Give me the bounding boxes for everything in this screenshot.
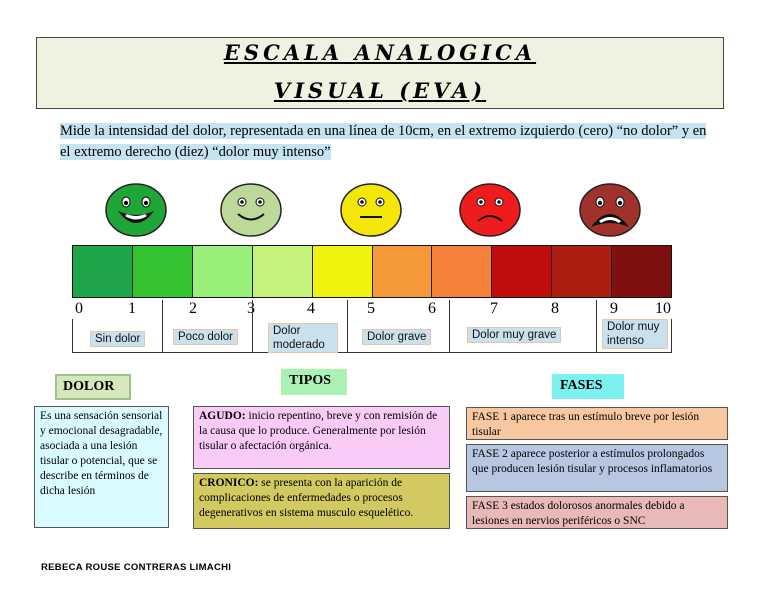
scale-number-7: 7	[490, 300, 498, 317]
label-dolor-muy-intenso: Dolor muy intenso	[602, 319, 668, 349]
label-row	[72, 319, 672, 353]
title-box: ESCALA ANALOGICA VISUAL (EVA)	[36, 37, 724, 109]
scale-number-0: 0	[75, 300, 83, 317]
agudo-text: inicio repentino, breve y con remisión d…	[199, 410, 438, 452]
label-poco-dolor: Poco dolor	[173, 329, 238, 345]
agudo-box: AGUDO: inicio repentino, breve y con rem…	[193, 406, 450, 469]
scale-number-6: 6	[428, 300, 436, 317]
scale-segment-9	[552, 246, 613, 297]
label-sin-dolor: Sin dolor	[90, 331, 146, 347]
title-line-2: VISUAL (EVA)	[273, 78, 487, 103]
scale-number-2: 2	[189, 300, 197, 317]
tipos-heading: TIPOS	[281, 369, 347, 395]
label-dolor-moderado-line-2: moderado	[273, 339, 325, 351]
divider	[449, 300, 450, 353]
sad-face-icon	[459, 183, 521, 237]
description-text: Mide la intensidad del dolor, representa…	[60, 123, 707, 160]
cronico-heading: CRONICO:	[199, 477, 259, 489]
fases-heading: FASES	[552, 374, 624, 399]
scale-number-10: 10	[655, 300, 671, 317]
divider	[347, 300, 348, 353]
cronico-text: se presenta con la aparición de complica…	[199, 477, 414, 519]
label-dolor-grave: Dolor grave	[362, 329, 432, 345]
scale-number-8: 8	[551, 300, 559, 317]
scale-segment-2	[132, 246, 193, 297]
fase-2-box: FASE 2 aparece posterior a estímulos pro…	[466, 444, 728, 492]
scale-number-3: 3	[247, 300, 255, 317]
pain-scale-bar	[72, 245, 672, 298]
divider	[596, 300, 597, 353]
scale-segment-10	[612, 246, 672, 297]
dolor-definition: Es una sensación sensorial y emocional d…	[34, 406, 169, 528]
scale-segment-1	[73, 246, 133, 297]
scale-number-1: 1	[128, 300, 136, 317]
scale-segment-6	[372, 246, 433, 297]
scale-segment-8	[492, 246, 553, 297]
label-dolor-muy-intenso-line-1: Dolor muy	[607, 321, 660, 333]
author-name: REBECA ROUSE CONTRERAS LIMACHI	[41, 562, 232, 573]
happy-face-icon	[105, 183, 167, 237]
scale-number-4: 4	[307, 300, 315, 317]
crying-face-icon	[579, 183, 641, 237]
description: Mide la intensidad del dolor, representa…	[60, 121, 710, 163]
scale-segment-7	[432, 246, 493, 297]
label-dolor-muy-intenso-line-2: intenso	[607, 335, 645, 347]
label-dolor-muy-grave: Dolor muy grave	[467, 327, 562, 343]
scale-segment-4	[252, 246, 313, 297]
smiling-face-icon	[220, 183, 282, 237]
scale-number-5: 5	[367, 300, 375, 317]
dolor-heading: DOLOR	[55, 374, 131, 400]
scale-segment-3	[192, 246, 253, 297]
cronico-box: CRONICO: se presenta con la aparición de…	[193, 473, 450, 529]
agudo-heading: AGUDO:	[199, 410, 246, 422]
fase-3-box: FASE 3 estados dolorosos anormales debid…	[466, 496, 728, 529]
divider	[252, 300, 253, 353]
neutral-face-icon	[340, 183, 402, 237]
fase-1-box: FASE 1 aparece tras un estímulo breve po…	[466, 407, 728, 440]
scale-number-9: 9	[610, 300, 618, 317]
title-line-1: ESCALA ANALOGICA	[223, 40, 537, 65]
label-dolor-moderado: Dolor moderado	[268, 323, 338, 353]
label-dolor-moderado-line-1: Dolor	[273, 325, 301, 337]
divider	[72, 352, 672, 353]
scale-segment-5	[312, 246, 373, 297]
divider	[162, 300, 163, 353]
